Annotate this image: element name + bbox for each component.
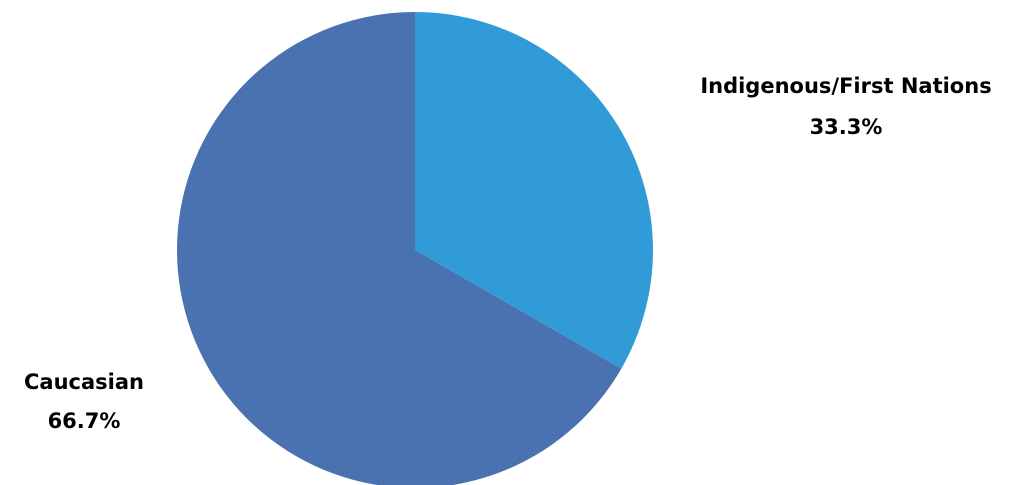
label-indigenous-percent: 33.3% [810,115,883,139]
label-caucasian-percent: 66.7% [48,409,121,433]
label-caucasian: Caucasian 66.7% [24,370,144,433]
label-indigenous: Indigenous/First Nations 33.3% [700,74,991,139]
label-caucasian-name: Caucasian [24,370,144,394]
label-indigenous-name: Indigenous/First Nations [700,74,991,98]
pie-slice-indigenous-first-nations [415,12,653,369]
pie-slice-caucasian [177,12,622,485]
pie-slices [177,12,653,485]
